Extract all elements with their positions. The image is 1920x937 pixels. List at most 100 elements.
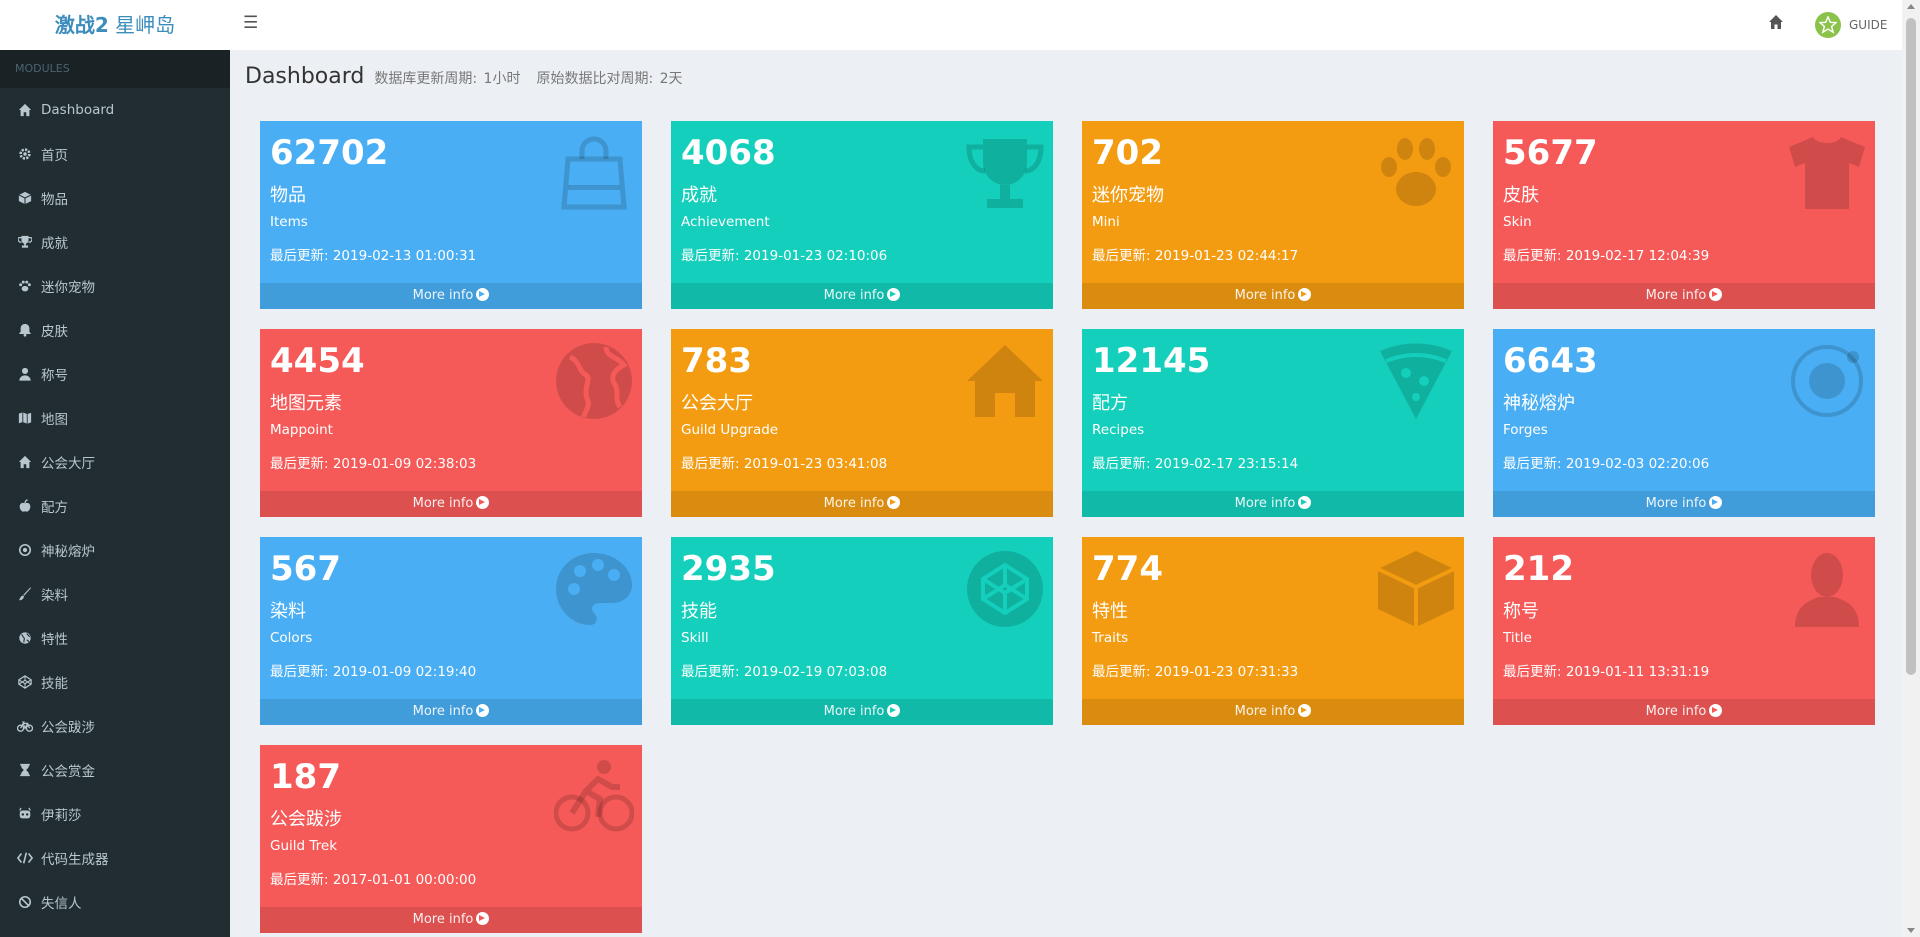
- sidebar-item-6[interactable]: 称号: [0, 352, 230, 396]
- stat-card-1: 4068 成就 Achievement 最后更新: 2019-01-23 02:10:…: [671, 121, 1053, 309]
- app-logo[interactable]: 激战2 星岬岛: [0, 0, 230, 50]
- more-info-label: More info: [412, 704, 474, 719]
- page-title: Dashboard: [245, 64, 365, 89]
- card-count: 187: [270, 757, 341, 797]
- sidebar-item-label: 代码生成器: [41, 852, 109, 868]
- sidebar-item-2[interactable]: 物品: [0, 176, 230, 220]
- more-info-link[interactable]: More info: [1493, 699, 1875, 725]
- apple-icon: [17, 498, 33, 514]
- bicycle-icon: [17, 718, 33, 734]
- more-info-link[interactable]: More info: [1493, 283, 1875, 309]
- shopping-bag-icon: [554, 133, 634, 213]
- sidebar-item-18[interactable]: 失信人: [0, 880, 230, 924]
- logo-bold-text: 激战2: [54, 13, 109, 37]
- sidebar-item-label: 配方: [41, 500, 68, 516]
- card-title-cn: 技能: [681, 601, 717, 622]
- page-scrollbar[interactable]: [1902, 0, 1920, 937]
- card-title-en: Skill: [681, 630, 709, 646]
- sidebar-item-13[interactable]: 技能: [0, 660, 230, 704]
- more-info-link[interactable]: More info: [260, 907, 642, 933]
- card-title-cn: 配方: [1092, 393, 1128, 414]
- sidebar-item-5[interactable]: 皮肤: [0, 308, 230, 352]
- home-icon: [17, 454, 33, 470]
- db-update-cycle: 数据库更新周期: 1小时: [374, 68, 520, 88]
- sidebar-item-15[interactable]: 公会赏金: [0, 748, 230, 792]
- sidebar-item-0[interactable]: Dashboard: [0, 88, 230, 132]
- more-info-link[interactable]: More info: [260, 491, 642, 517]
- card-title-cn: 迷你宠物: [1092, 185, 1164, 206]
- more-info-label: More info: [823, 496, 885, 511]
- sidebar-item-1[interactable]: 首页: [0, 132, 230, 176]
- sidebar-item-3[interactable]: 成就: [0, 220, 230, 264]
- more-info-link[interactable]: More info: [671, 283, 1053, 309]
- arrow-circle-right-icon: [887, 704, 901, 717]
- sidebar-item-label: 皮肤: [41, 324, 68, 340]
- more-info-label: More info: [1234, 704, 1296, 719]
- scroll-up-arrow[interactable]: [1907, 4, 1915, 9]
- more-info-link[interactable]: More info: [1082, 699, 1464, 725]
- card-title-en: Skin: [1503, 214, 1532, 230]
- card-title-en: Colors: [270, 630, 313, 646]
- stat-card-0: 62702 物品 Items 最后更新: 2019-02-13 01:00:31 Mor…: [260, 121, 642, 309]
- card-count: 4454: [270, 341, 365, 381]
- card-title-en: Mappoint: [270, 422, 333, 438]
- sidebar-item-8[interactable]: 公会大厅: [0, 440, 230, 484]
- trophy-icon: [965, 133, 1045, 213]
- arrow-circle-right-icon: [1709, 496, 1723, 509]
- more-info-link[interactable]: More info: [1493, 491, 1875, 517]
- more-info-link[interactable]: More info: [671, 491, 1053, 517]
- sidebar-item-17[interactable]: 代码生成器: [0, 836, 230, 880]
- sidebar-item-7[interactable]: 地图: [0, 396, 230, 440]
- user-menu[interactable]: GUIDE: [1815, 12, 1887, 38]
- sidebar-item-label: 染料: [41, 588, 68, 604]
- bell-icon: [17, 322, 33, 338]
- shirt-icon: [1787, 133, 1867, 213]
- more-info-label: More info: [1645, 288, 1707, 303]
- sidebar-item-12[interactable]: 特性: [0, 616, 230, 660]
- card-title-en: Traits: [1092, 630, 1129, 646]
- sidebar-toggle-button[interactable]: ☰: [243, 13, 259, 33]
- sidebar-item-9[interactable]: 配方: [0, 484, 230, 528]
- home-icon[interactable]: [1768, 14, 1788, 34]
- sidebar-item-10[interactable]: 神秘熔炉: [0, 528, 230, 572]
- map-icon: [17, 410, 33, 426]
- trophy-icon: [17, 234, 33, 250]
- scroll-down-arrow[interactable]: [1907, 928, 1915, 933]
- sidebar-item-11[interactable]: 染料: [0, 572, 230, 616]
- sidebar-item-label: Dashboard: [41, 102, 115, 118]
- arrow-circle-right-icon: [476, 288, 490, 301]
- card-title-en: Guild Trek: [270, 838, 338, 854]
- gear-icon: [17, 146, 33, 162]
- sidebar-item-label: 技能: [41, 676, 68, 692]
- card-count: 783: [681, 341, 752, 381]
- more-info-link[interactable]: More info: [671, 699, 1053, 725]
- stat-card-3: 5677 皮肤 Skin 最后更新: 2019-02-17 12:04:39 More …: [1493, 121, 1875, 309]
- more-info-link[interactable]: More info: [260, 283, 642, 309]
- card-count: 5677: [1503, 133, 1598, 173]
- cube-icon: [17, 190, 33, 206]
- db-cycle-value: 1小时: [483, 71, 521, 87]
- globe-icon: [554, 341, 634, 421]
- stat-card-4: 4454 地图元素 Mappoint 最后更新: 2019-01-09 02:38:0…: [260, 329, 642, 517]
- card-title-cn: 公会大厅: [681, 393, 753, 414]
- sidebar-item-14[interactable]: 公会跋涉: [0, 704, 230, 748]
- arrow-circle-right-icon: [476, 496, 490, 509]
- stat-card-5: 783 公会大厅 Guild Upgrade 最后更新: 2019-01-23 03:…: [671, 329, 1053, 517]
- code-icon: [17, 850, 33, 866]
- sidebar: MODULES Dashboard 首页 物品 成就 迷你宠物 皮肤 称号 地图 公会大厅 配方神…: [0, 50, 230, 937]
- raw-cycle-label: 原始数据比对周期:: [536, 71, 654, 87]
- sidebar-item-4[interactable]: 迷你宠物: [0, 264, 230, 308]
- more-info-link[interactable]: More info: [1082, 491, 1464, 517]
- card-count: 12145: [1092, 341, 1211, 381]
- card-title-en: Items: [270, 214, 308, 230]
- more-info-label: More info: [1645, 496, 1707, 511]
- card-title-cn: 物品: [270, 185, 306, 206]
- stat-card-8: 567 染料 Colors 最后更新: 2019-01-09 02:19:40 More…: [260, 537, 642, 725]
- sidebar-item-16[interactable]: 伊莉莎: [0, 792, 230, 836]
- scroll-thumb[interactable]: [1906, 18, 1916, 675]
- card-last-updated: 最后更新: 2019-01-09 02:38:03: [270, 456, 477, 472]
- card-count: 567: [270, 549, 341, 589]
- ban-icon: [17, 894, 33, 910]
- more-info-link[interactable]: More info: [260, 699, 642, 725]
- more-info-link[interactable]: More info: [1082, 283, 1464, 309]
